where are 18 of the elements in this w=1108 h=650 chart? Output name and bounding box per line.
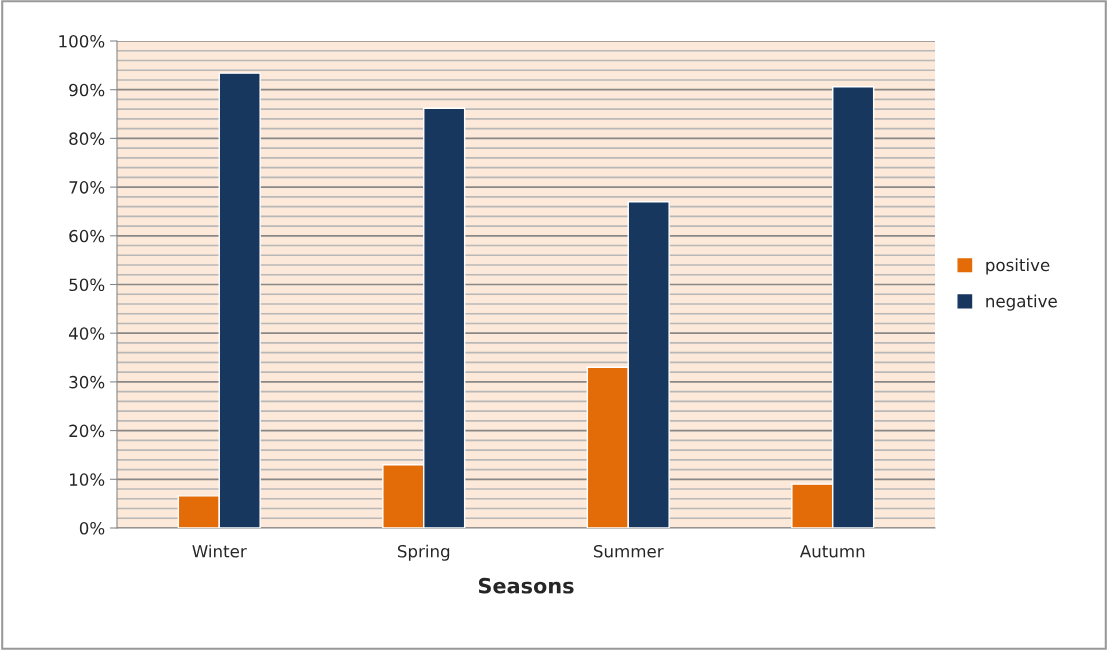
y-tick-label: 50% bbox=[69, 278, 105, 292]
y-tick-label: 100% bbox=[59, 34, 105, 48]
legend-label: positive bbox=[986, 258, 1050, 275]
y-tick-label: 10% bbox=[69, 473, 105, 486]
y-tick-label: 70% bbox=[69, 181, 105, 194]
x-tick-label: Summer bbox=[593, 544, 664, 558]
x-axis-title: Seasons bbox=[478, 577, 574, 594]
legend-label: negative bbox=[986, 294, 1057, 311]
y-tick-label: 40% bbox=[68, 327, 105, 340]
y-tick-label: 30% bbox=[69, 375, 105, 389]
y-tick-label: 0% bbox=[79, 521, 105, 535]
y-tick-label: 80% bbox=[69, 132, 105, 145]
y-tick-label: 20% bbox=[69, 424, 105, 438]
y-tick-label: 60% bbox=[69, 229, 105, 243]
x-tick-label: Autumn bbox=[799, 545, 865, 558]
x-tick-label: Spring bbox=[397, 544, 450, 561]
x-tick-label: Winter bbox=[192, 544, 247, 558]
y-tick-label: 90% bbox=[69, 83, 105, 97]
